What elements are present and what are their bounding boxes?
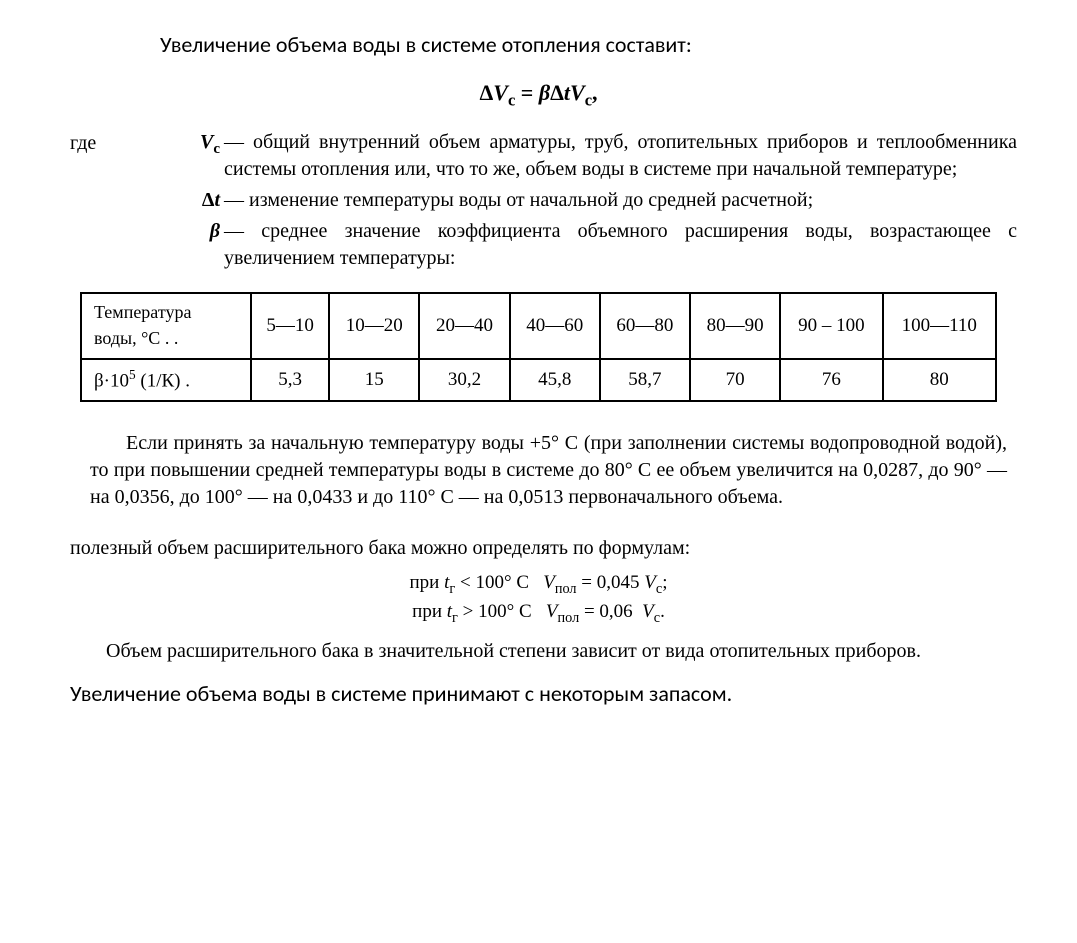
definition-row: Δt изменение температуры воды от начальн… (70, 187, 1017, 214)
table-cell: 90 – 100 (780, 293, 882, 358)
definition-symbol: Δt (130, 187, 220, 214)
table-cell: 40—60 (510, 293, 600, 358)
table-cell: 80—90 (690, 293, 780, 358)
where-label: где (70, 129, 130, 157)
table-cell: 30,2 (419, 359, 509, 401)
table-cell: 20—40 (419, 293, 509, 358)
table-row: Температураводы, °С . . 5—10 10—20 20—40… (81, 293, 996, 358)
paragraph-tank-depends: Объем расширительного бака в значительно… (70, 638, 1007, 665)
definition-text: среднее значение коэффициента объемного … (220, 218, 1017, 272)
table-cell: 45,8 (510, 359, 600, 401)
small-formulas-block: при tг < 100° С Vпол = 0,045 Vс; при tг … (40, 570, 1037, 628)
expansion-coeff-table: Температураводы, °С . . 5—10 10—20 20—40… (80, 292, 997, 401)
definition-symbol: Vс (130, 129, 220, 159)
definition-text: изменение температуры воды от начальной … (220, 187, 1017, 214)
table-row: β·105 (1/К) . 5,3 15 30,2 45,8 58,7 70 7… (81, 359, 996, 401)
formula-low-temp: при tг < 100° С Vпол = 0,045 Vс; (40, 570, 1037, 599)
where-spacer (70, 187, 130, 188)
table-cell: 15 (329, 359, 419, 401)
intro-title: Увеличение объема воды в системе отоплен… (160, 30, 1037, 60)
table-cell: 10—20 (329, 293, 419, 358)
temperature-label-text: Температураводы, °С . . (94, 302, 191, 348)
table-cell: 80 (883, 359, 996, 401)
definition-text: общий внутренний объем арматуры, труб, о… (220, 129, 1017, 183)
row-label-beta: β·105 (1/К) . (81, 359, 251, 401)
paragraph-useful-volume: полезный объем расширительного бака можн… (70, 535, 1007, 562)
where-spacer (70, 218, 130, 219)
definitions-block: где Vс общий внутренний объем арматуры, … (70, 129, 1017, 272)
definition-row: где Vс общий внутренний объем арматуры, … (70, 129, 1017, 183)
formula-high-temp: при tг > 100° С Vпол = 0,06 Vс. (40, 599, 1037, 628)
definition-symbol: β (130, 218, 220, 245)
table-cell: 76 (780, 359, 882, 401)
main-formula: ΔVс = βΔtVс, (40, 78, 1037, 112)
table-cell: 70 (690, 359, 780, 401)
row-label-temperature: Температураводы, °С . . (81, 293, 251, 358)
table-cell: 5,3 (251, 359, 329, 401)
paragraph-expansion-example: Если принять за начальную температуру во… (90, 430, 1007, 511)
table-cell: 58,7 (600, 359, 690, 401)
expansion-coeff-table-wrap: Температураводы, °С . . 5—10 10—20 20—40… (80, 292, 997, 401)
definition-row: β среднее значение коэффициента объемног… (70, 218, 1017, 272)
table-cell: 5—10 (251, 293, 329, 358)
bottom-note: Увеличение объема воды в системе принима… (70, 679, 1037, 709)
table-cell: 60—80 (600, 293, 690, 358)
table-cell: 100—110 (883, 293, 996, 358)
